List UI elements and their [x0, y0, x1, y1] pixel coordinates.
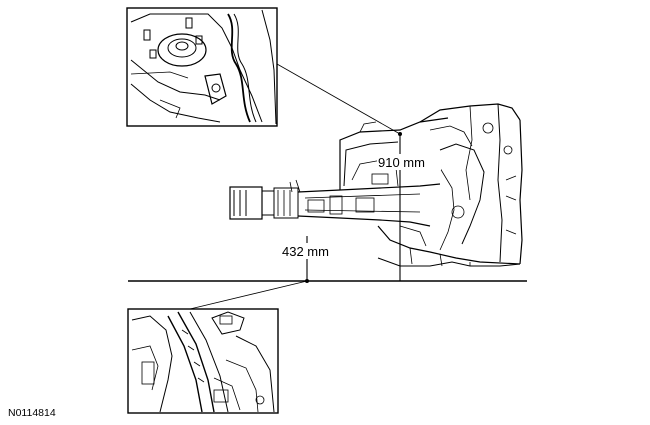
dimension-label-432: 432 mm — [282, 244, 329, 259]
top-inset-strut-tower — [126, 7, 278, 127]
bottom-inset-leader — [189, 280, 308, 310]
bottom-inset-frame-rail — [127, 308, 279, 414]
top-inset-leader — [276, 63, 401, 135]
figure-reference-code: N0114814 — [8, 407, 56, 419]
vehicle-body-side-view — [229, 103, 523, 267]
dimension-label-910: 910 mm — [378, 155, 425, 170]
